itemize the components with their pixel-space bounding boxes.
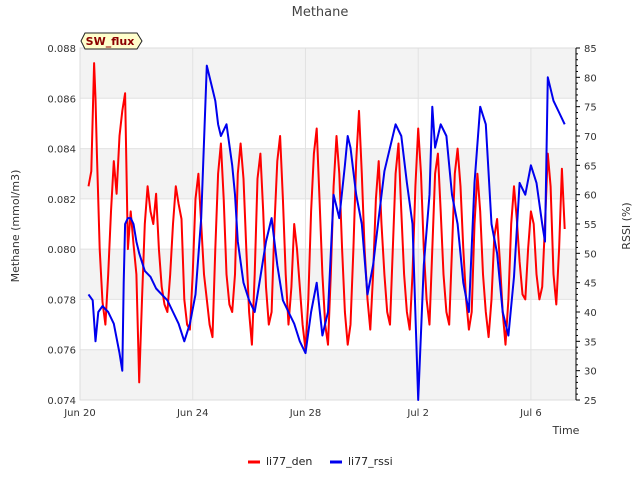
chart-title: Methane — [292, 5, 349, 20]
left-tick-label: 0.082 — [47, 195, 76, 206]
right-axis-title: RSSI (%) — [620, 202, 633, 249]
right-tick-label: 70 — [584, 132, 597, 143]
sw-flux-badge: SW_flux — [80, 32, 143, 50]
gridlines — [79, 47, 576, 401]
left-tick-label: 0.076 — [47, 346, 76, 357]
left-tick-label: 0.088 — [47, 44, 76, 55]
left-tick-label: 0.078 — [47, 295, 76, 306]
left-tick-label: 0.086 — [47, 94, 76, 105]
right-tick-label: 55 — [584, 220, 597, 231]
right-tick-label: 25 — [584, 396, 597, 407]
right-tick-label: 35 — [584, 337, 597, 348]
left-axis-title: Methane (mmol/m3) — [9, 170, 22, 283]
x-tick-label: Jul 2 — [406, 408, 429, 419]
x-tick-label: Jul 6 — [519, 408, 542, 419]
right-tick-label: 45 — [584, 279, 597, 290]
x-axis-title: Time — [552, 424, 580, 437]
right-axis: 25 30 35 40 45 50 55 60 65 70 75 80 85 — [575, 44, 597, 407]
right-tick-label: 30 — [584, 367, 597, 378]
right-tick-label: 50 — [584, 249, 597, 260]
x-axis: Jun 20 Jun 24 Jun 28 Jul 2 Jul 6 — [63, 408, 541, 419]
left-tick-label: 0.074 — [47, 396, 76, 407]
plot-band — [80, 349, 576, 400]
right-tick-label: 75 — [584, 103, 597, 114]
right-tick-label: 80 — [584, 73, 597, 84]
left-tick-label: 0.080 — [47, 245, 76, 256]
plot-background-bands — [80, 48, 576, 400]
right-tick-label: 65 — [584, 161, 597, 172]
legend-label-li77_rssi: li77_rssi — [348, 455, 393, 468]
series-line-li77_rssi — [87, 64, 566, 401]
plot-frame — [79, 47, 577, 401]
series-line-li77_den — [87, 62, 566, 384]
right-tick-label: 85 — [584, 44, 597, 55]
x-tick-label: Jun 20 — [63, 408, 96, 419]
plot-band — [80, 148, 576, 199]
badge-shape — [80, 32, 143, 50]
right-tick-label: 40 — [584, 308, 597, 319]
right-tick-label: 60 — [584, 191, 597, 202]
plot-band — [80, 48, 576, 99]
x-tick-label: Jun 28 — [289, 408, 322, 419]
badge-label: SW_flux — [86, 35, 135, 48]
legend: li77_den li77_rssi — [248, 455, 393, 468]
x-tick-label: Jun 24 — [176, 408, 209, 419]
series-layer — [87, 62, 566, 401]
left-axis: 0.074 0.076 0.078 0.080 0.082 0.084 0.086 0.088 — [47, 44, 76, 407]
legend-label-li77_den: li77_den — [266, 455, 312, 468]
left-tick-label: 0.084 — [47, 145, 76, 156]
